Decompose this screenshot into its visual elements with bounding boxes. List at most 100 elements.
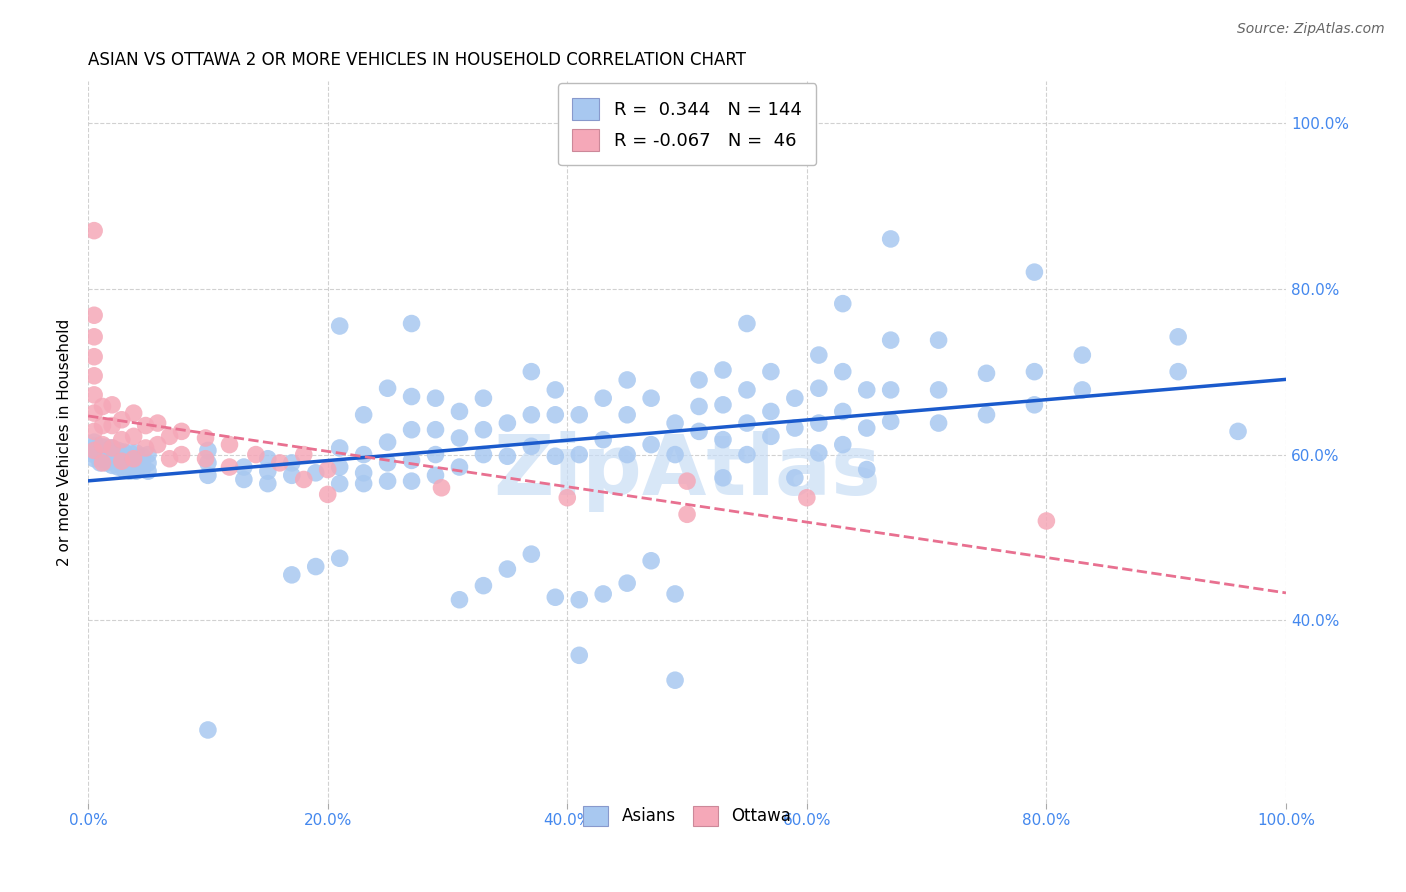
Point <box>735 448 758 462</box>
Point <box>568 592 591 607</box>
Point <box>520 408 543 422</box>
Point <box>194 431 217 445</box>
Point <box>256 464 278 478</box>
Point <box>1024 398 1046 412</box>
Point <box>1035 514 1057 528</box>
Point <box>122 451 145 466</box>
Point <box>101 418 124 433</box>
Point <box>159 451 181 466</box>
Point <box>664 416 686 430</box>
Point <box>135 441 157 455</box>
Point <box>640 391 662 405</box>
Point <box>807 446 830 460</box>
Point <box>1227 425 1250 439</box>
Point <box>94 450 117 464</box>
Point <box>281 456 304 470</box>
Point <box>83 388 105 402</box>
Point <box>353 448 375 462</box>
Point <box>377 474 399 488</box>
Point <box>449 431 471 445</box>
Point <box>735 383 758 397</box>
Point <box>101 441 124 455</box>
Point <box>112 450 135 464</box>
Point <box>101 398 124 412</box>
Point <box>218 437 240 451</box>
Point <box>245 448 267 462</box>
Point <box>616 408 638 422</box>
Point <box>688 400 710 414</box>
Point <box>122 429 145 443</box>
Point <box>879 383 901 397</box>
Point <box>89 448 111 462</box>
Point <box>94 445 117 459</box>
Y-axis label: 2 or more Vehicles in Household: 2 or more Vehicles in Household <box>58 318 72 566</box>
Point <box>855 421 877 435</box>
Point <box>568 408 591 422</box>
Point <box>83 448 105 462</box>
Point <box>218 460 240 475</box>
Point <box>91 437 114 451</box>
Point <box>125 464 148 478</box>
Point <box>472 391 495 405</box>
Point <box>711 398 734 412</box>
Point <box>101 448 124 462</box>
Point <box>496 562 519 576</box>
Point <box>292 473 315 487</box>
Point <box>83 443 105 458</box>
Point <box>112 445 135 459</box>
Point <box>592 391 614 405</box>
Point <box>112 462 135 476</box>
Point <box>305 466 328 480</box>
Point <box>197 456 219 470</box>
Point <box>879 333 901 347</box>
Point <box>496 416 519 430</box>
Point <box>555 491 578 505</box>
Point <box>928 383 950 397</box>
Point <box>107 460 129 475</box>
Point <box>135 418 157 433</box>
Point <box>568 648 591 663</box>
Point <box>640 554 662 568</box>
Point <box>281 567 304 582</box>
Point <box>377 381 399 395</box>
Point <box>83 330 105 344</box>
Point <box>131 462 153 476</box>
Point <box>520 365 543 379</box>
Point <box>449 404 471 418</box>
Point <box>136 464 159 478</box>
Point <box>831 437 853 451</box>
Point <box>401 453 423 467</box>
Point <box>807 416 830 430</box>
Point <box>664 587 686 601</box>
Point <box>430 481 453 495</box>
Point <box>353 466 375 480</box>
Point <box>688 373 710 387</box>
Point <box>125 451 148 466</box>
Point <box>759 404 782 418</box>
Point <box>146 437 169 451</box>
Point <box>89 451 111 466</box>
Point <box>676 508 699 522</box>
Point <box>544 591 567 605</box>
Point <box>83 308 105 322</box>
Point <box>170 448 193 462</box>
Point <box>101 453 124 467</box>
Point <box>197 468 219 483</box>
Point <box>592 433 614 447</box>
Point <box>256 451 278 466</box>
Point <box>329 460 352 475</box>
Point <box>425 391 447 405</box>
Point <box>83 350 105 364</box>
Point <box>425 448 447 462</box>
Point <box>377 435 399 450</box>
Point <box>122 406 145 420</box>
Point <box>425 468 447 483</box>
Point <box>112 456 135 470</box>
Point <box>131 456 153 470</box>
Point <box>197 443 219 458</box>
Point <box>89 456 111 470</box>
Point <box>796 491 818 505</box>
Point <box>305 559 328 574</box>
Point <box>807 348 830 362</box>
Point <box>688 425 710 439</box>
